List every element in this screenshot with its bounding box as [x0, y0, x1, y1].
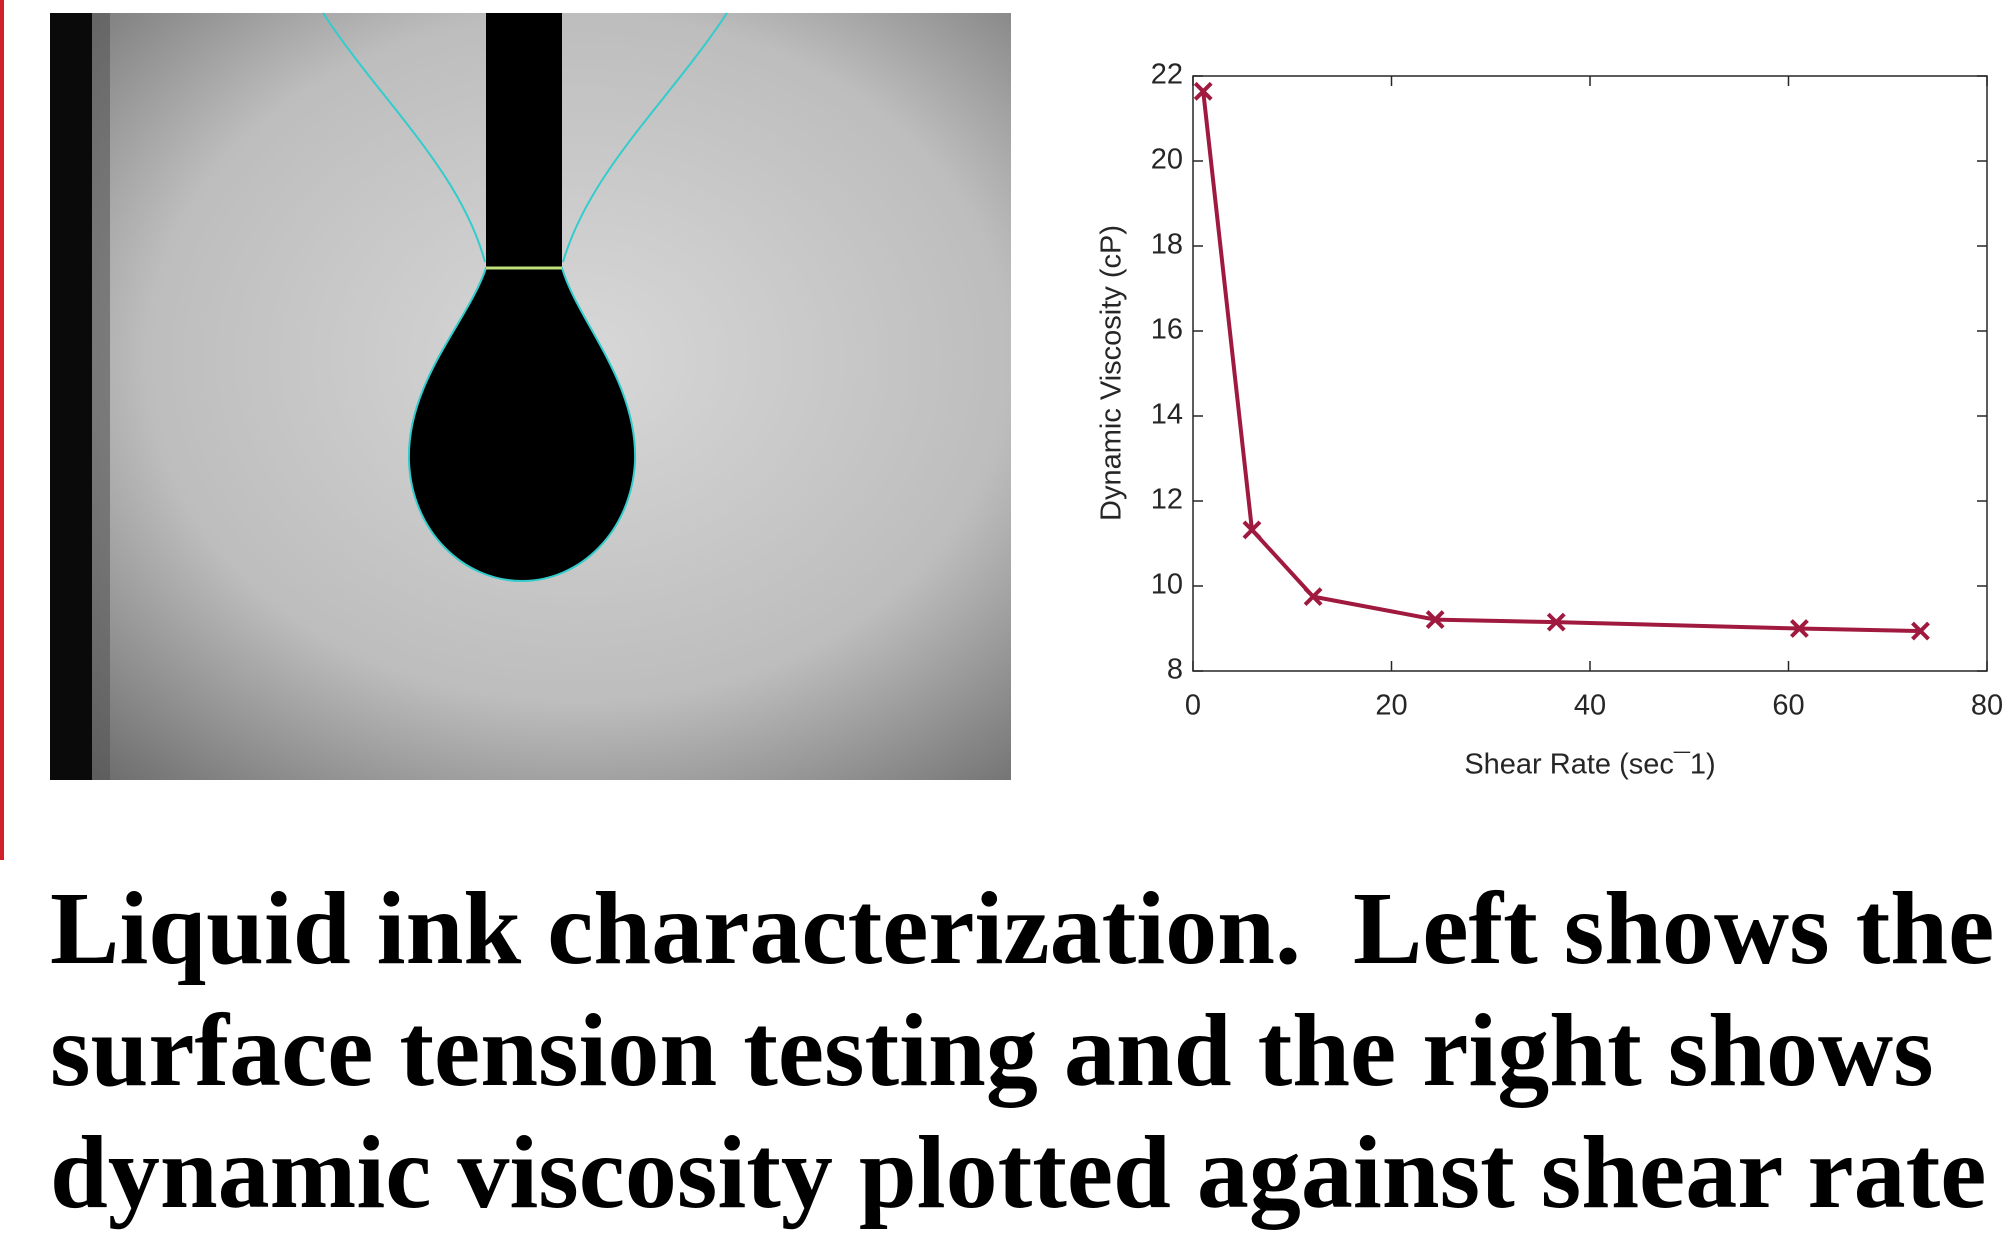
x-tick-label: 60: [1772, 690, 1804, 722]
x-axis-label: Shear Rate (sec¯1): [1464, 749, 1715, 781]
border-line: [0, 0, 4, 860]
y-tick-label: 20: [1151, 144, 1183, 176]
marker: [1425, 610, 1445, 629]
y-tick-label: 8: [1167, 654, 1183, 686]
x-tick-label: 20: [1375, 690, 1407, 722]
figure: Shear Rate (sec¯1) Dynamic Viscosity (cP…: [0, 0, 2003, 860]
droplet-photo: [50, 12, 1011, 780]
plot-frame: [1192, 75, 1988, 672]
y-tick-label: 22: [1151, 59, 1183, 91]
marker: [1790, 619, 1809, 638]
y-axis-label: Dynamic Viscosity (cP): [1096, 225, 1128, 521]
x-tick-label: 80: [1971, 690, 2003, 722]
y-tick-label: 10: [1151, 569, 1183, 601]
caption: Liquid ink characterization. Left shows …: [50, 868, 2011, 1234]
y-tick-label: 14: [1151, 399, 1183, 431]
x-tick-label: 0: [1185, 690, 1201, 722]
marker: [1303, 587, 1323, 607]
caption-line: dynamic viscosity plotted against shear …: [50, 1115, 1987, 1230]
marker: [1546, 612, 1566, 632]
y-tick-label: 16: [1151, 314, 1183, 346]
y-tick-label: 18: [1151, 229, 1183, 261]
marker: [1193, 81, 1213, 101]
caption-line: surface tension testing and the right sh…: [50, 993, 1934, 1108]
y-tick-label: 12: [1151, 484, 1183, 516]
caption-line: Liquid ink characterization. Left shows …: [50, 871, 1995, 986]
marker: [1911, 621, 1930, 641]
line: [1201, 91, 1921, 634]
marker: [1242, 520, 1262, 540]
x-tick-label: 40: [1574, 690, 1606, 722]
